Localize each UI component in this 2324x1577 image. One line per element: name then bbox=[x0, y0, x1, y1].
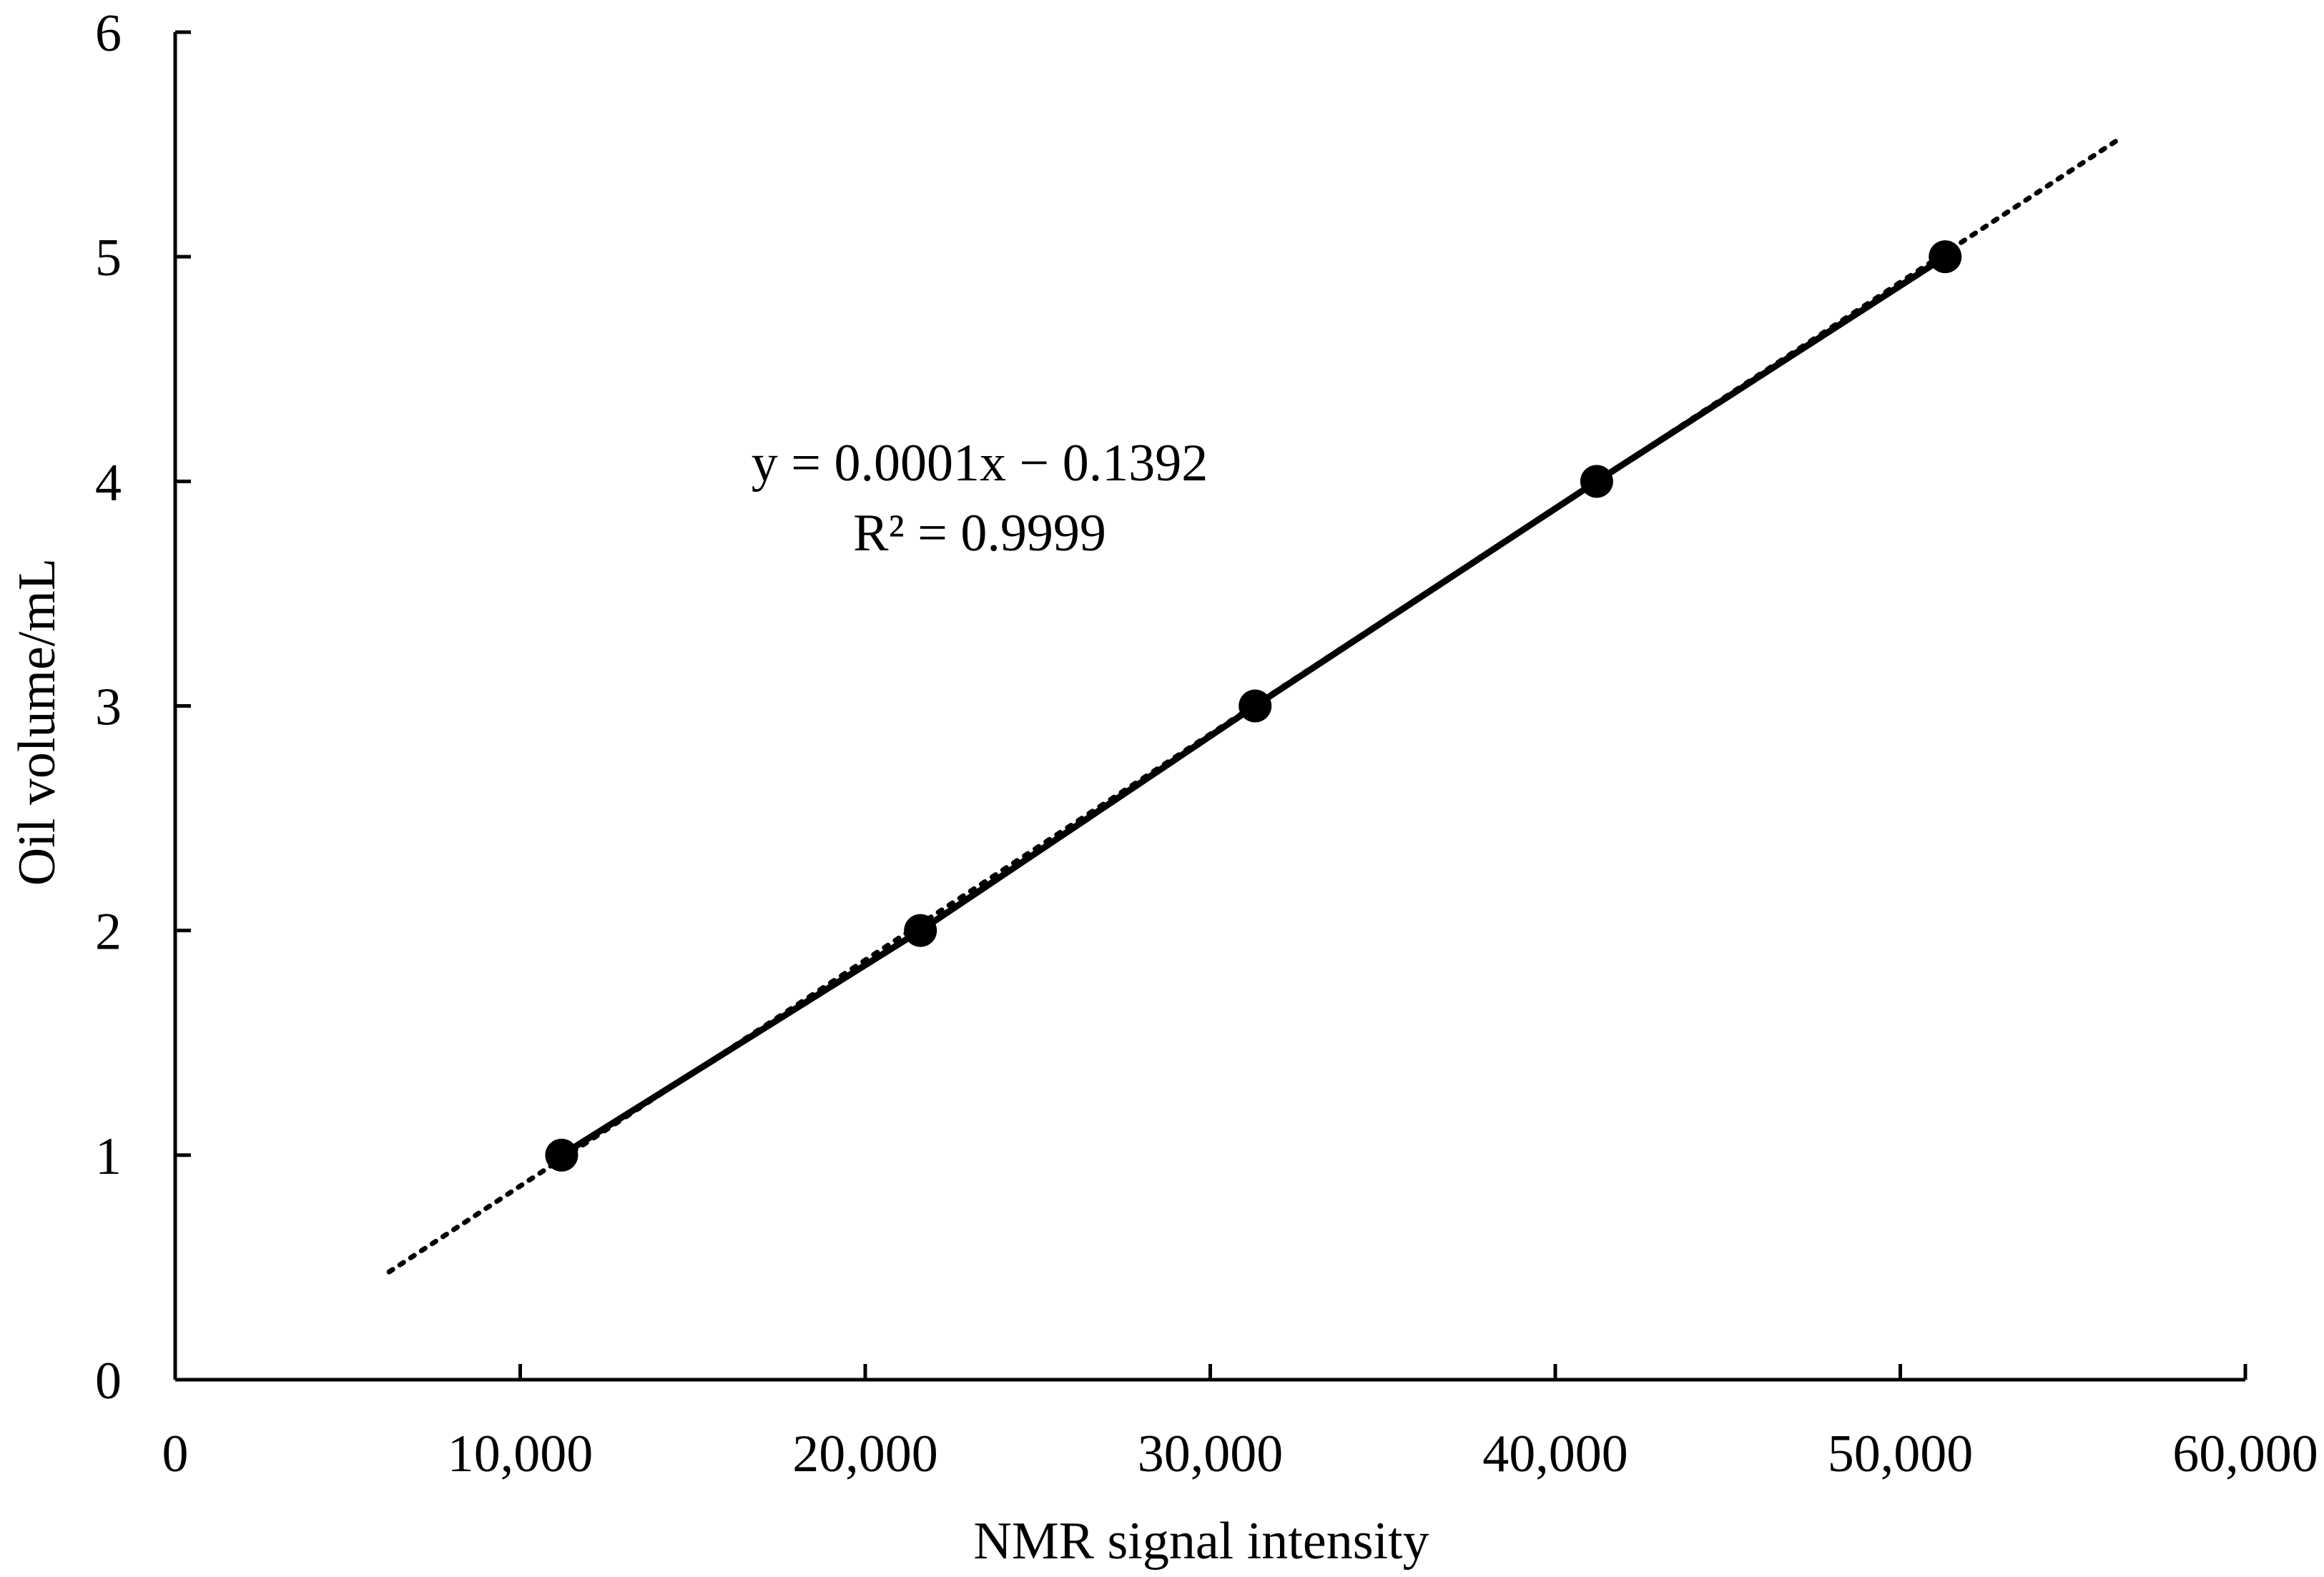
series-group bbox=[545, 240, 1962, 1172]
x-tick-label: 30,000 bbox=[1138, 1425, 1284, 1483]
r-squared-label: R² = 0.9999 bbox=[853, 504, 1106, 563]
y-tick-label: 6 bbox=[95, 4, 122, 63]
x-axis-title: NMR signal intensity bbox=[973, 1512, 1429, 1571]
annotation-group: y = 0.0001x − 0.1392 R² = 0.9999 bbox=[752, 434, 1208, 563]
x-tick-label: 60,000 bbox=[2172, 1425, 2318, 1483]
data-point bbox=[1239, 689, 1272, 723]
y-tick-label: 1 bbox=[95, 1127, 122, 1186]
y-axis-title: Oil volume/mL bbox=[8, 558, 67, 886]
data-point bbox=[1929, 240, 1962, 274]
y-tick-label: 2 bbox=[95, 903, 122, 961]
y-tick-label: 4 bbox=[95, 453, 122, 512]
y-tick-label: 3 bbox=[95, 678, 122, 737]
x-axis-ticks: 0 10,000 20,000 30,000 40,000 50,000 60,000 bbox=[162, 1364, 2318, 1483]
x-tick-label: 40,000 bbox=[1482, 1425, 1628, 1483]
axes bbox=[173, 32, 2245, 1382]
x-tick-label: 10,000 bbox=[448, 1425, 594, 1483]
x-tick-label: 0 bbox=[162, 1425, 189, 1483]
regression-equation: y = 0.0001x − 0.1392 bbox=[752, 434, 1208, 493]
y-tick-label: 0 bbox=[95, 1352, 122, 1410]
y-tick-label: 5 bbox=[95, 229, 122, 287]
data-point bbox=[1580, 465, 1613, 498]
y-axis-ticks: 0 1 2 3 4 5 6 bbox=[95, 4, 191, 1410]
x-tick-label: 50,000 bbox=[1828, 1425, 1974, 1483]
data-point bbox=[545, 1138, 578, 1172]
data-point bbox=[904, 914, 937, 947]
x-tick-label: 20,000 bbox=[792, 1425, 938, 1483]
